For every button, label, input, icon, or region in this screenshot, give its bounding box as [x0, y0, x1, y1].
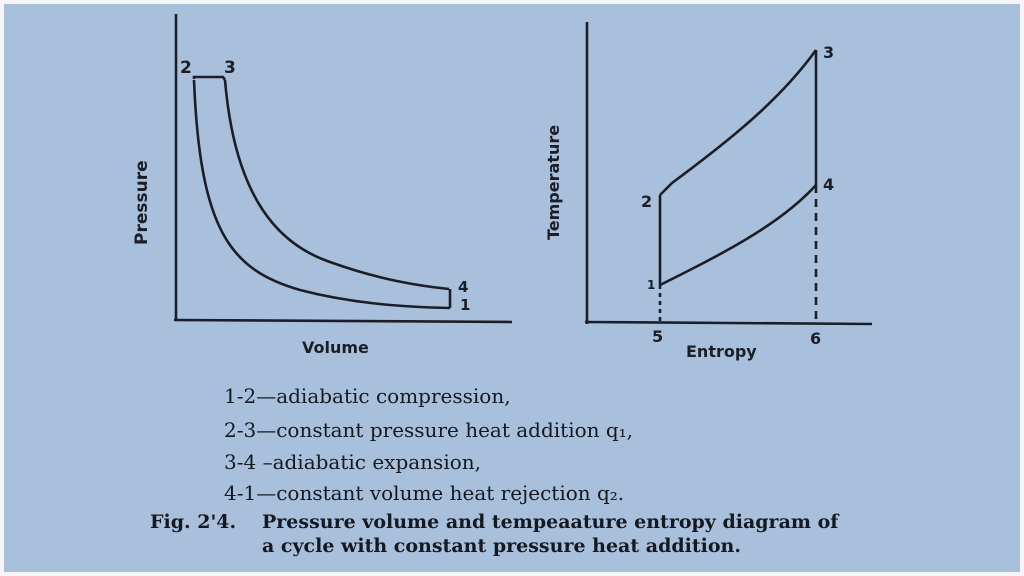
- ts-mark-5: 5: [652, 327, 663, 346]
- legend-line-3-4: 3-4 –adiabatic expansion,: [224, 450, 481, 474]
- ts-heat-addition-curve: [659, 49, 818, 196]
- diagrams: 2 3 4 1 Pressure Volume 3 4 2 1 5 6 Temp…: [132, 14, 873, 361]
- pv-expansion-curve: [223, 79, 450, 291]
- pv-point-2: 2: [180, 58, 192, 78]
- pv-point-4: 4: [458, 278, 468, 296]
- ts-point-3: 3: [823, 43, 834, 62]
- ts-diagram: 3 4 2 1 5 6 Temperature Entropy: [544, 22, 873, 361]
- ts-heat-rejection-curve: [659, 184, 817, 287]
- pv-compression-curve: [192, 79, 451, 310]
- pv-constant-pressure-line: [192, 75, 227, 81]
- ts-mark-6: 6: [810, 329, 821, 348]
- legend-line-1-2: 1-2—adiabatic compression,: [224, 384, 511, 408]
- figure-label: Fig. 2'4.: [150, 511, 237, 533]
- ts-x-axis: [584, 320, 873, 326]
- pv-x-axis: [173, 318, 513, 324]
- ts-point-4: 4: [823, 175, 834, 194]
- ts-point-1: 1: [647, 278, 655, 292]
- pv-diagram: 2 3 4 1 Pressure Volume: [132, 14, 513, 357]
- pv-y-axis-label: Pressure: [132, 160, 152, 245]
- legend-line-4-1: 4-1—constant volume heat rejection q₂.: [224, 481, 625, 505]
- pv-point-3: 3: [224, 58, 236, 78]
- legend-line-2-3: 2-3—constant pressure heat addition q₁,: [224, 418, 634, 442]
- ts-y-axis-label: Temperature: [544, 125, 563, 240]
- caption-line-1: Pressure volume and tempeaature entropy …: [262, 511, 839, 533]
- ts-x-axis-label: Entropy: [686, 342, 757, 361]
- ts-point-2: 2: [641, 192, 652, 211]
- caption-line-2: a cycle with constant pressure heat addi…: [262, 535, 741, 557]
- pv-point-1: 1: [460, 296, 470, 314]
- book-page: 2 3 4 1 Pressure Volume 3 4 2 1 5 6 Temp…: [4, 4, 1020, 572]
- pv-x-axis-label: Volume: [302, 338, 369, 357]
